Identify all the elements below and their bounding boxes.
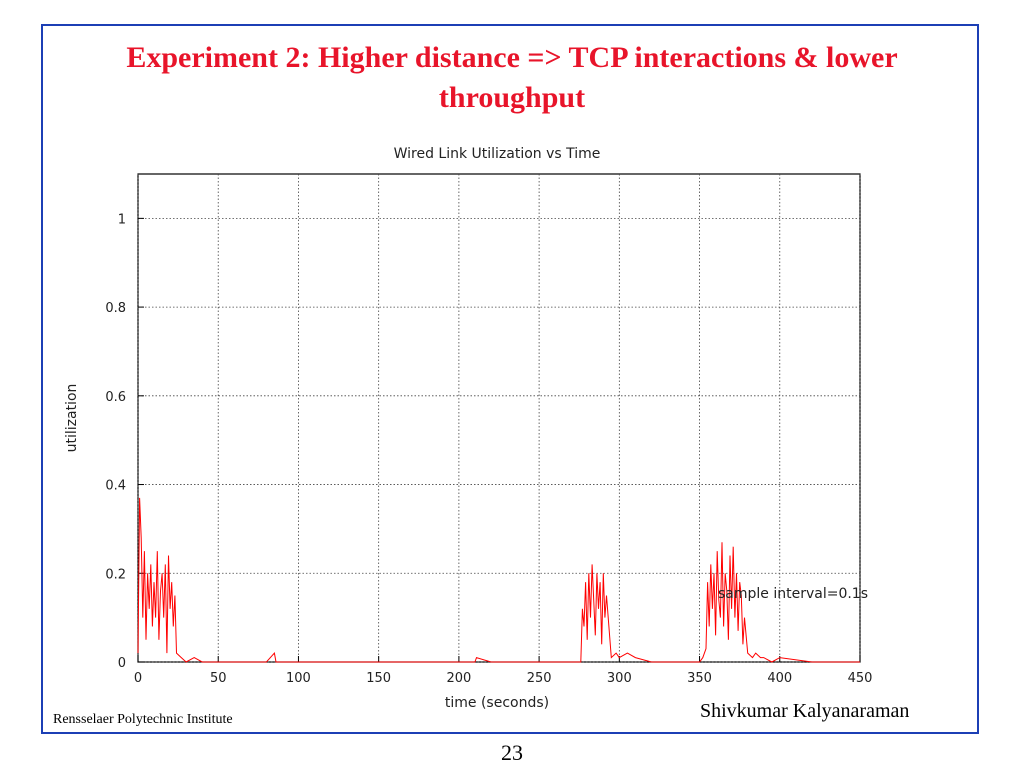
plot-area: 0 0.2 0.4 0.6 0.8 1 0 50 100 150 200 250 300 350 400 4…	[105, 173, 873, 686]
y-tick-label: 0	[118, 656, 126, 671]
institution-footer: Rensselaer Polytechnic Institute	[53, 712, 233, 727]
grid-layer	[137, 174, 861, 663]
series-layer	[137, 497, 860, 663]
x-tick-label: 200	[446, 671, 471, 686]
x-tick-label: 150	[366, 671, 391, 686]
x-tick-label: 300	[607, 671, 632, 686]
y-axis-label: utilization	[64, 384, 80, 453]
author-footer: Shivkumar Kalyanaraman	[700, 700, 910, 722]
y-tick-label: 1	[118, 212, 126, 227]
x-tick-label: 50	[210, 671, 227, 686]
slide-title: Experiment 2: Higher distance => TCP int…	[126, 41, 898, 114]
y-tick-label: 0.6	[105, 390, 126, 405]
x-tick-label: 250	[527, 671, 552, 686]
x-tick-label: 100	[286, 671, 311, 686]
x-tick-label: 0	[134, 671, 142, 686]
chart-title: Wired Link Utilization vs Time	[394, 146, 601, 162]
page-number: 23	[501, 740, 523, 765]
x-axis-ticks: 0 50 100 150 200 250 300 350 400 450	[134, 656, 873, 686]
y-tick-label: 0.2	[105, 567, 126, 582]
y-tick-label: 0.4	[105, 479, 126, 494]
y-axis-ticks: 0 0.2 0.4 0.6 0.8 1	[105, 212, 144, 671]
utilization-series-line	[137, 497, 860, 663]
sample-interval-annotation: sample interval=0.1s	[718, 586, 868, 602]
x-tick-label: 450	[848, 671, 873, 686]
y-tick-label: 0.8	[105, 301, 126, 316]
x-tick-label: 350	[687, 671, 712, 686]
slide-frame: Experiment 2: Higher distance => TCP int…	[41, 24, 979, 734]
x-tick-label: 400	[767, 671, 792, 686]
x-axis-label: time (seconds)	[445, 695, 549, 711]
